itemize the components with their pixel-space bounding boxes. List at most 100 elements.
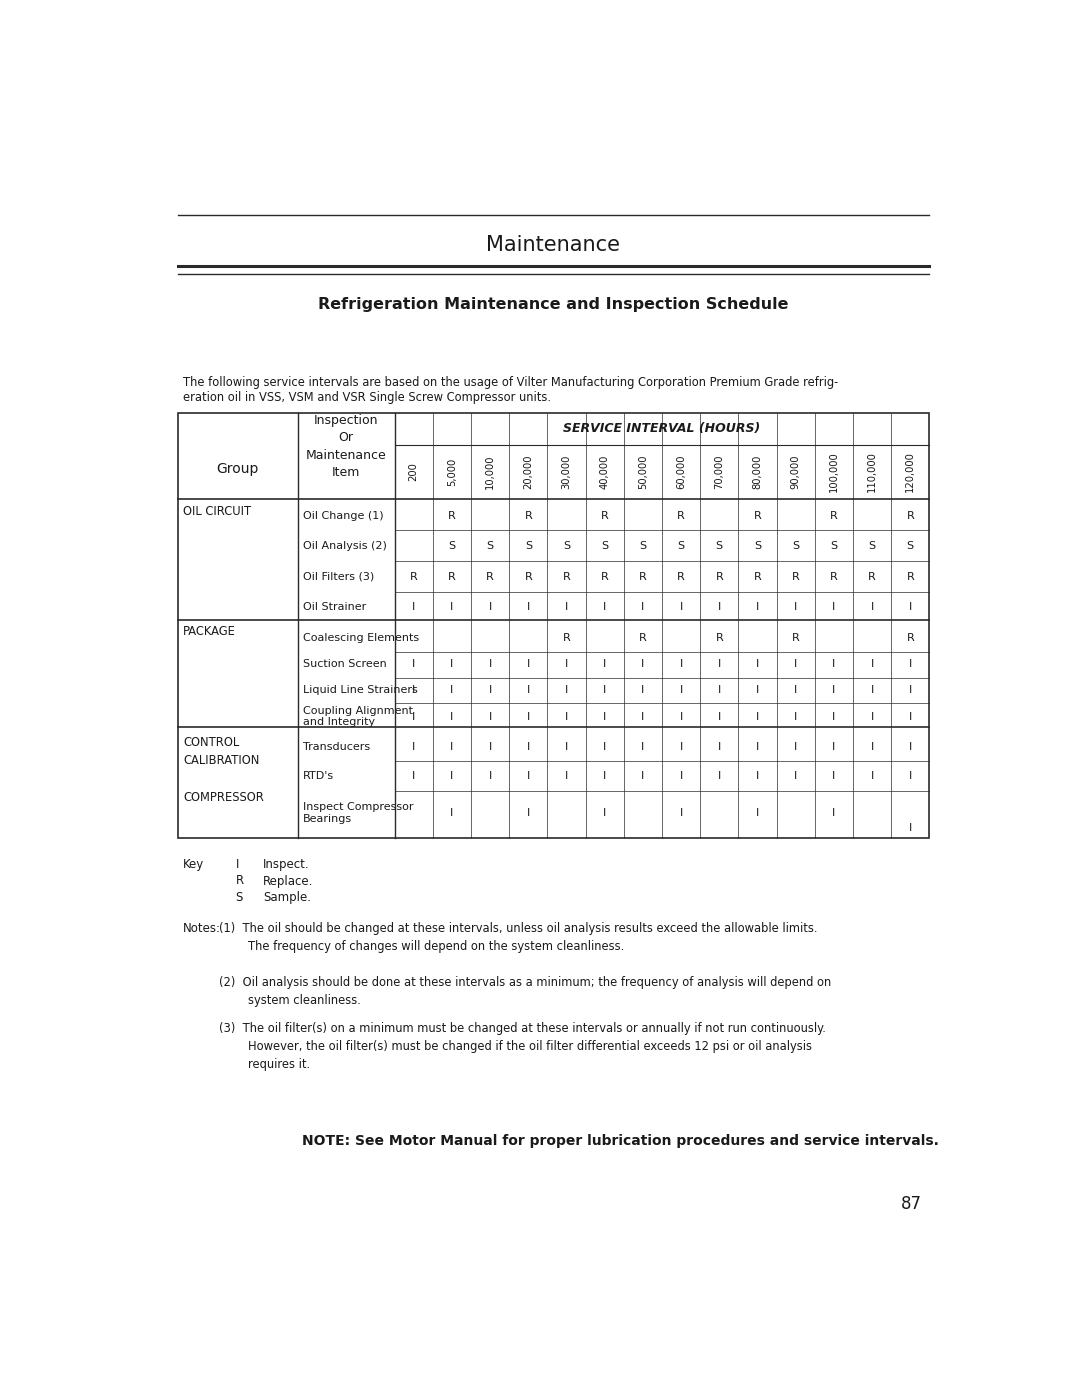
Text: I: I [794, 711, 797, 722]
Text: I: I [908, 823, 912, 833]
Text: I: I [450, 685, 454, 694]
Text: Coalescing Elements: Coalescing Elements [303, 633, 419, 643]
Text: I: I [642, 602, 645, 612]
Text: I: I [833, 711, 836, 722]
Text: R: R [754, 571, 761, 581]
Text: I: I [833, 807, 836, 817]
Text: I: I [679, 711, 683, 722]
Text: I: I [679, 807, 683, 817]
Text: R: R [448, 571, 456, 581]
Text: Oil Filters (3): Oil Filters (3) [303, 571, 375, 581]
Text: PACKAGE: PACKAGE [183, 624, 235, 637]
Text: (2)  Oil analysis should be done at these intervals as a minimum; the frequency : (2) Oil analysis should be done at these… [218, 977, 831, 1007]
Text: I: I [833, 771, 836, 781]
Text: I: I [679, 771, 683, 781]
Text: SERVICE INTERVAL (HOURS): SERVICE INTERVAL (HOURS) [564, 422, 760, 436]
Text: I: I [527, 685, 530, 694]
Text: I: I [833, 659, 836, 669]
Text: (3)  The oil filter(s) on a minimum must be changed at these intervals or annual: (3) The oil filter(s) on a minimum must … [218, 1023, 825, 1071]
Text: I: I [794, 685, 797, 694]
Text: Inspect.: Inspect. [262, 858, 310, 870]
Text: eration oil in VSS, VSM and VSR Single Screw Compressor units.: eration oil in VSS, VSM and VSR Single S… [183, 391, 551, 404]
Text: I: I [679, 602, 683, 612]
Text: S: S [563, 542, 570, 552]
Text: Oil Strainer: Oil Strainer [303, 602, 366, 612]
Text: I: I [642, 742, 645, 752]
Text: I: I [527, 711, 530, 722]
Text: I: I [603, 685, 606, 694]
Text: I: I [413, 602, 416, 612]
Text: R: R [677, 571, 685, 581]
Text: R: R [792, 571, 799, 581]
Text: S: S [868, 542, 876, 552]
Text: I: I [450, 771, 454, 781]
Text: Sample.: Sample. [262, 891, 311, 904]
Text: I: I [565, 771, 568, 781]
Text: I: I [756, 711, 759, 722]
Text: Refrigeration Maintenance and Inspection Schedule: Refrigeration Maintenance and Inspection… [319, 298, 788, 312]
Text: 90,000: 90,000 [791, 454, 800, 489]
Text: I: I [413, 711, 416, 722]
Text: I: I [679, 742, 683, 752]
Text: 30,000: 30,000 [562, 454, 571, 489]
Text: I: I [527, 742, 530, 752]
Text: I: I [642, 711, 645, 722]
Text: Transducers: Transducers [303, 742, 370, 752]
Text: I: I [833, 742, 836, 752]
Text: Maintenance: Maintenance [486, 235, 621, 254]
Text: S: S [525, 542, 531, 552]
Text: I: I [235, 858, 239, 870]
Text: Group: Group [216, 462, 259, 476]
Text: I: I [908, 602, 912, 612]
Text: I: I [870, 711, 874, 722]
Text: I: I [565, 659, 568, 669]
Text: R: R [831, 511, 838, 521]
Text: 200: 200 [408, 462, 419, 481]
Text: R: R [486, 571, 494, 581]
Text: I: I [794, 602, 797, 612]
Text: 70,000: 70,000 [714, 454, 725, 489]
Text: Oil Analysis (2): Oil Analysis (2) [303, 542, 387, 552]
Text: S: S [716, 542, 723, 552]
Text: 60,000: 60,000 [676, 454, 686, 489]
Text: R: R [831, 571, 838, 581]
Text: I: I [718, 602, 721, 612]
Text: I: I [527, 807, 530, 817]
Text: I: I [642, 771, 645, 781]
Text: I: I [908, 771, 912, 781]
Text: R: R [525, 511, 532, 521]
Text: CONTROL
CALIBRATION

COMPRESSOR: CONTROL CALIBRATION COMPRESSOR [183, 736, 264, 805]
Text: I: I [718, 711, 721, 722]
Text: I: I [527, 659, 530, 669]
Text: I: I [870, 602, 874, 612]
Text: I: I [756, 771, 759, 781]
Text: I: I [413, 659, 416, 669]
Text: I: I [450, 659, 454, 669]
Text: Inspect Compressor
Bearings: Inspect Compressor Bearings [303, 802, 414, 824]
Text: R: R [235, 875, 244, 887]
Text: R: R [639, 633, 647, 643]
Text: R: R [715, 633, 724, 643]
Text: I: I [413, 685, 416, 694]
Text: R: R [525, 571, 532, 581]
Text: 10,000: 10,000 [485, 454, 495, 489]
Text: I: I [870, 742, 874, 752]
Text: S: S [754, 542, 761, 552]
Text: I: I [756, 685, 759, 694]
Text: The following service intervals are based on the usage of Vilter Manufacturing C: The following service intervals are base… [183, 376, 838, 388]
Text: S: S [792, 542, 799, 552]
Text: 80,000: 80,000 [753, 454, 762, 489]
Text: I: I [565, 602, 568, 612]
Text: I: I [488, 711, 491, 722]
Text: R: R [639, 571, 647, 581]
Text: I: I [527, 771, 530, 781]
Text: I: I [603, 807, 606, 817]
Text: 120,000: 120,000 [905, 451, 915, 492]
Text: I: I [679, 685, 683, 694]
Text: I: I [756, 807, 759, 817]
Text: Liquid Line Strainers: Liquid Line Strainers [303, 685, 418, 694]
Text: I: I [718, 685, 721, 694]
Text: I: I [794, 771, 797, 781]
Text: I: I [908, 742, 912, 752]
Text: I: I [488, 659, 491, 669]
